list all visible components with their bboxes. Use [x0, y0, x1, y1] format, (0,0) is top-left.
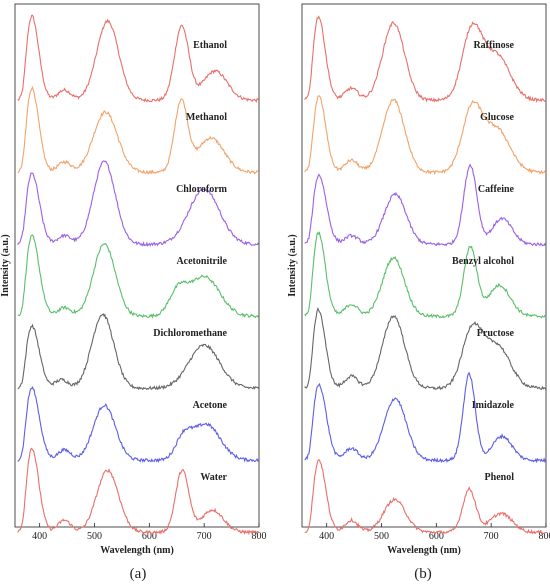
spectrum-line-fructose	[304, 306, 547, 391]
y-axis-label: Intensity (a.u.)	[287, 234, 298, 297]
spectrum-line-acetone	[17, 386, 260, 463]
plot-frame	[14, 3, 260, 528]
spectrum-line-phenol	[304, 459, 547, 535]
series-label: Imidazole	[472, 400, 515, 411]
x-tick-label: 500	[374, 531, 389, 542]
series-label: Benzyl alcohol	[452, 256, 514, 267]
panel-a: 400 500 600 700 800 Wavelength (nm) Intensity …	[0, 3, 267, 582]
series-label: Phenol	[485, 472, 515, 483]
series-label: Chloroform	[176, 184, 228, 195]
spectrum-line-raffinose	[304, 15, 546, 104]
series-label: Glucose	[480, 112, 514, 123]
x-tick-label: 400	[32, 531, 47, 542]
spectrum-line-methanol	[17, 85, 259, 175]
series-label: Caffeine	[478, 184, 515, 195]
spectrum-line-benzyl-alcohol	[304, 231, 546, 319]
series-label: Water	[200, 472, 227, 483]
spectrum-line-chloroform	[17, 160, 260, 247]
x-tick-label: 700	[197, 531, 212, 542]
series-label: Methanol	[186, 112, 227, 123]
plot-frame	[301, 3, 547, 528]
series-label: Raffinose	[473, 40, 514, 51]
spectrum-line-water	[17, 447, 259, 536]
spectrum-line-dichloromethane	[17, 313, 260, 391]
series-label: Acetonitrile	[176, 256, 227, 267]
series-label: Dichloromethane	[153, 328, 227, 339]
series-label: Fructose	[477, 328, 515, 339]
y-axis-label: Intensity (a.u.)	[0, 234, 11, 297]
x-axis-label: Wavelength (nm)	[387, 545, 461, 556]
x-tick-label: 600	[142, 531, 157, 542]
x-axis-label: Wavelength (nm)	[100, 545, 174, 556]
x-tick-label: 800	[539, 531, 550, 542]
x-tick-label: 400	[319, 531, 334, 542]
spectrum-line-caffeine	[304, 163, 547, 247]
series-label: Ethanol	[193, 40, 227, 51]
spectrum-line-acetonitrile	[17, 234, 260, 320]
panel-b: 400 500 600 700 800 Wavelength (nm) Intensity …	[287, 3, 550, 582]
x-tick-label: 800	[252, 531, 267, 542]
x-tick-label: 600	[429, 531, 444, 542]
spectrum-line-imidazole	[304, 371, 547, 464]
panel-label: (a)	[130, 566, 147, 582]
panel-label: (b)	[414, 566, 432, 582]
x-tick-label: 700	[484, 531, 499, 542]
series-label: Acetone	[193, 400, 228, 411]
spectrum-line-ethanol	[17, 14, 259, 103]
x-tick-label: 500	[87, 531, 102, 542]
spectrum-line-glucose	[304, 94, 547, 176]
